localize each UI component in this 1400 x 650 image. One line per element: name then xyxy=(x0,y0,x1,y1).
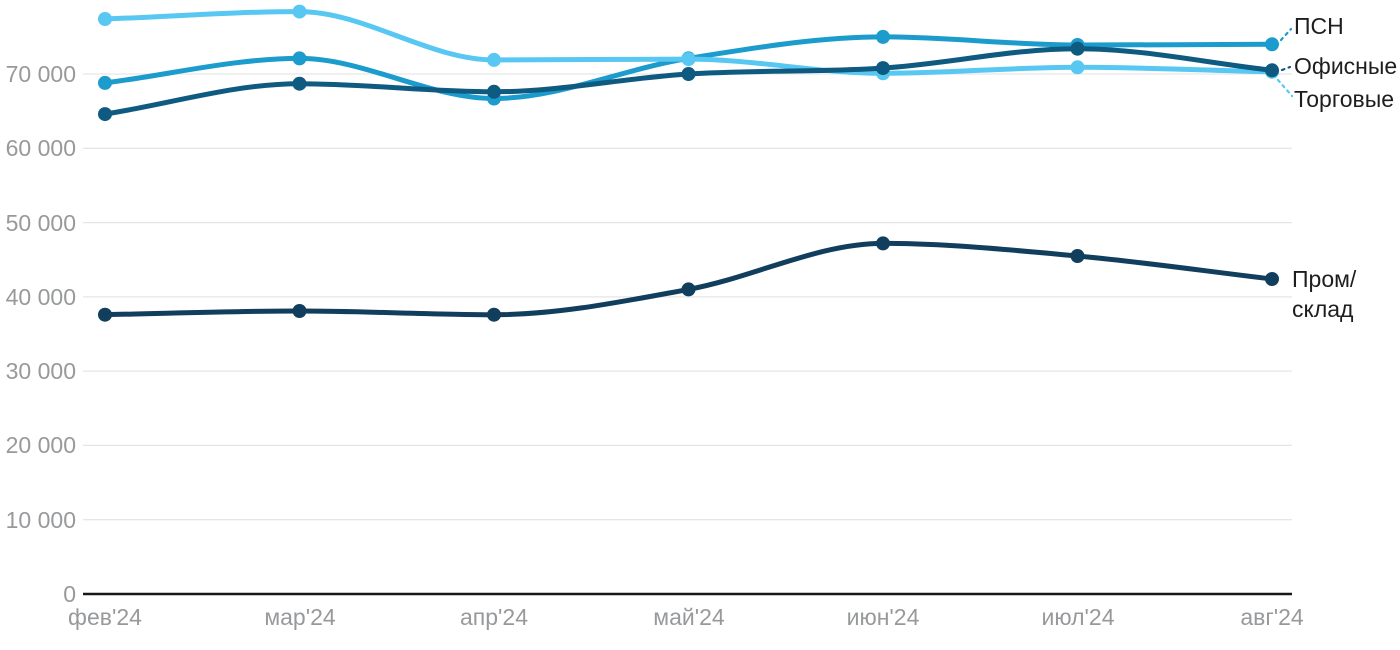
data-point-ofisnye-3 xyxy=(681,67,696,81)
label-connector-ofisnye xyxy=(1280,65,1292,72)
data-point-prom-sklad-5 xyxy=(1070,249,1085,263)
x-tick-label-3: май'24 xyxy=(653,604,725,630)
data-point-prom-sklad-0 xyxy=(98,307,112,322)
series-line-prom-sklad xyxy=(102,240,1275,318)
series-label-ofisnye: Офисные xyxy=(1294,53,1398,79)
x-tick-label-5: июл'24 xyxy=(1041,604,1115,630)
y-tick-label-30000: 30 000 xyxy=(5,358,76,384)
y-tick-label-10000: 10 000 xyxy=(5,507,76,533)
data-point-ofisnye-0 xyxy=(98,107,112,122)
data-point-prom-sklad-6 xyxy=(1265,272,1279,286)
data-point-torgovye-3 xyxy=(681,52,696,67)
data-point-psn-0 xyxy=(98,75,112,90)
data-point-ofisnye-6 xyxy=(1265,63,1279,78)
data-point-prom-sklad-1 xyxy=(292,304,307,318)
series-label-torgovye: Торговые xyxy=(1294,86,1395,112)
data-point-torgovye-0 xyxy=(98,12,112,26)
data-point-psn-6 xyxy=(1265,37,1279,52)
data-point-ofisnye-1 xyxy=(292,76,307,91)
data-point-torgovye-5 xyxy=(1070,60,1085,75)
data-point-prom-sklad-3 xyxy=(681,282,696,297)
data-point-torgovye-2 xyxy=(487,52,501,67)
x-tick-label-2: апр'24 xyxy=(459,604,528,630)
label-connector-psn xyxy=(1279,27,1293,42)
y-tick-label-0: 0 xyxy=(63,581,76,607)
label-connector-torgovye xyxy=(1276,78,1294,98)
data-point-torgovye-1 xyxy=(292,4,307,19)
data-point-prom-sklad-4 xyxy=(876,236,890,251)
y-tick-label-60000: 60 000 xyxy=(5,135,76,161)
data-point-ofisnye-2 xyxy=(487,84,501,99)
series-label-prom-sklad: Пром/ склад xyxy=(1292,266,1357,322)
data-point-ofisnye-4 xyxy=(876,61,890,76)
data-point-psn-1 xyxy=(292,51,307,66)
y-tick-label-20000: 20 000 xyxy=(5,432,76,458)
data-point-ofisnye-5 xyxy=(1070,41,1085,56)
y-tick-label-40000: 40 000 xyxy=(5,284,76,310)
x-tick-label-0: фев'24 xyxy=(68,604,142,630)
x-tick-label-4: июн'24 xyxy=(846,604,920,630)
series-label-psn: ПСН xyxy=(1294,13,1344,39)
y-tick-label-70000: 70 000 xyxy=(5,61,76,87)
data-point-prom-sklad-2 xyxy=(487,307,501,322)
x-tick-label-6: авг'24 xyxy=(1240,604,1304,630)
data-point-psn-4 xyxy=(876,29,890,44)
x-tick-label-1: мар'24 xyxy=(264,604,336,630)
y-tick-label-50000: 50 000 xyxy=(5,210,76,236)
